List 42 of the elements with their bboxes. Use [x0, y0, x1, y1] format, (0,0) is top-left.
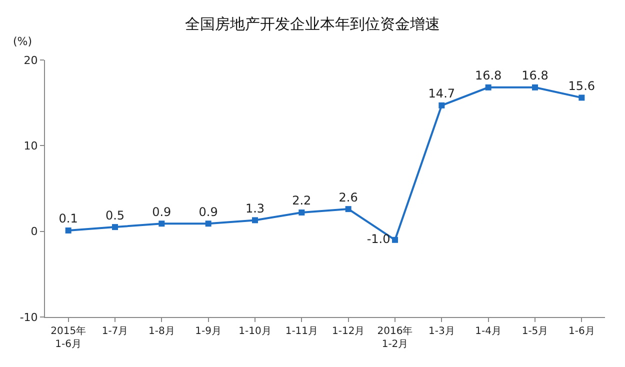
x-tick-label: 1-9月	[195, 326, 222, 337]
y-axis-title: (%)	[13, 35, 32, 48]
point	[112, 224, 118, 230]
x-tick-label: 1-3月	[428, 326, 455, 337]
data-label: -1.0	[366, 232, 390, 246]
x-tick-label: 1-10月	[238, 326, 272, 337]
y-tick-label: -10	[20, 310, 38, 324]
data-label: 0.9	[152, 204, 172, 219]
x-tick-label: 1-8月	[148, 326, 175, 337]
point	[252, 217, 258, 224]
x-tick-label: 1-4月	[475, 326, 502, 337]
x-tick-label: 1-12月	[332, 326, 365, 337]
data-label: 15.6	[568, 78, 596, 93]
data-label: 16.8	[522, 68, 548, 83]
point	[298, 209, 305, 216]
point	[65, 227, 72, 234]
x-tick-label: 1-6月	[568, 326, 595, 337]
x-tick-label: 1-5月	[522, 326, 548, 337]
data-label: 0.9	[198, 204, 218, 219]
y-tick-label: 20	[24, 54, 38, 67]
x-tick-label: 1-11月	[285, 326, 318, 337]
point	[158, 220, 165, 227]
data-label: 0.5	[105, 208, 125, 222]
x-tick-label: 2016年 1-2月	[377, 325, 413, 350]
chart-title: 全国房地产开发企业本年到位资金增速	[185, 14, 440, 33]
y-tick-label: 0	[30, 225, 38, 238]
point	[438, 102, 445, 108]
point	[532, 84, 538, 90]
data-label: 14.7	[428, 86, 456, 101]
point	[345, 206, 352, 212]
point	[578, 94, 585, 101]
data-label: 2.6	[338, 190, 358, 204]
x-tick-label: 1-7月	[102, 326, 128, 337]
x-tick-label: 2015年 1-6月	[50, 325, 86, 350]
data-label: 0.1	[58, 212, 78, 226]
data-label: 1.3	[245, 201, 265, 216]
data-label: 16.8	[474, 68, 502, 83]
point	[485, 84, 492, 90]
y-tick-label: 10	[24, 140, 38, 153]
data-label: 2.2	[292, 194, 312, 208]
point	[205, 220, 212, 227]
point	[392, 236, 398, 243]
